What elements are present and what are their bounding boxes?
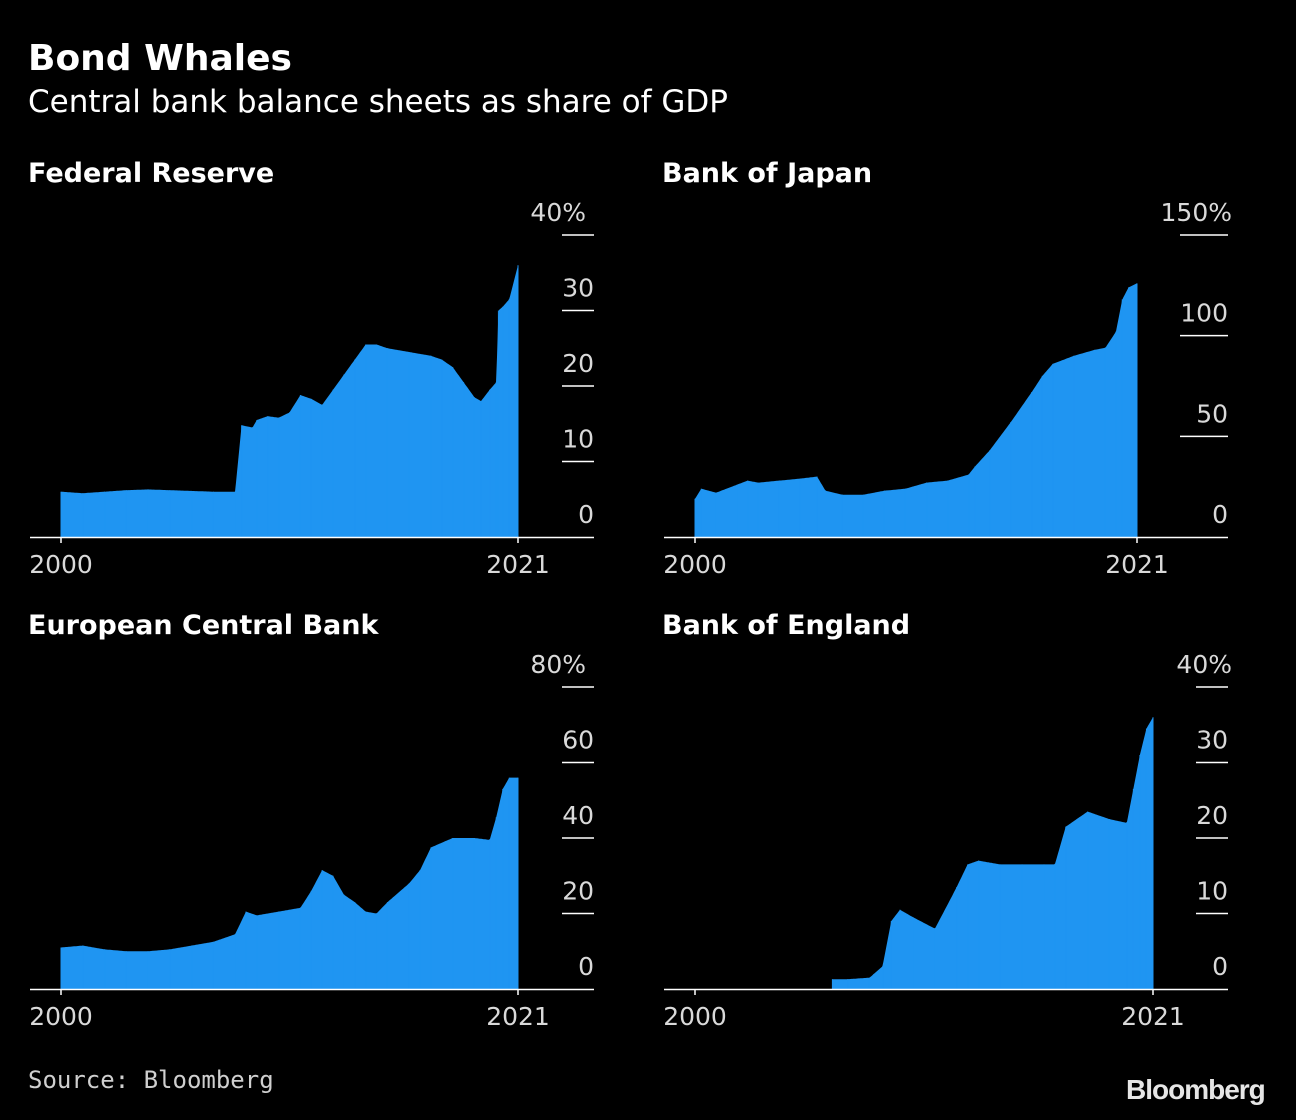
boj-y-tick-label-2: 50 [1196, 399, 1228, 428]
boe-y-tick-label-4: 0 [1212, 952, 1228, 981]
panel-title-boj: Bank of Japan [662, 158, 873, 189]
fed-y-tick-label-1: 30 [562, 274, 594, 303]
panel-title-fed: Federal Reserve [28, 158, 275, 189]
fed-area-series [61, 265, 518, 537]
panel-title-boe: Bank of England [662, 610, 911, 641]
ecb-y-tick-label-4: 0 [578, 952, 594, 981]
boe-y-tick-label-3: 10 [1196, 877, 1228, 906]
boj-x-tick-label-0: 2000 [663, 550, 727, 579]
ecb-y-tick-label-2: 40 [562, 801, 594, 830]
boj-y-tick-label-0: 150% [1161, 198, 1232, 227]
fed-y-tick-label-0: 40% [530, 198, 586, 227]
boe-y-tick-label-2: 20 [1196, 801, 1228, 830]
panel-title-ecb: European Central Bank [28, 610, 379, 641]
source-note: Source: Bloomberg [28, 1066, 274, 1094]
fed-x-tick-label-0: 2000 [29, 550, 93, 579]
chart-title: Bond Whales [28, 38, 292, 79]
fed-y-tick-label-3: 10 [562, 425, 594, 454]
boj-y-tick-label-3: 0 [1212, 500, 1228, 529]
boj-x-tick-label-1: 2021 [1105, 550, 1169, 579]
boe-area-series [832, 717, 1153, 989]
boe-x-tick-label-1: 2021 [1121, 1002, 1185, 1031]
ecb-y-tick-label-0: 80% [530, 650, 586, 679]
boe-x-tick-label-0: 2000 [663, 1002, 727, 1031]
ecb-y-tick-label-3: 20 [562, 877, 594, 906]
fed-y-tick-label-2: 20 [562, 349, 594, 378]
bloomberg-logo: Bloomberg [1126, 1074, 1266, 1105]
boj-y-tick-label-1: 100 [1180, 299, 1228, 328]
fed-y-tick-label-4: 0 [578, 500, 594, 529]
boj-area-series [695, 283, 1137, 537]
fed-x-tick-label-1: 2021 [486, 550, 550, 579]
boe-y-tick-label-1: 30 [1196, 726, 1228, 755]
ecb-y-tick-label-1: 60 [562, 726, 594, 755]
ecb-area-series [61, 777, 518, 989]
ecb-x-tick-label-0: 2000 [29, 1002, 93, 1031]
chart-subtitle: Central bank balance sheets as share of … [28, 84, 728, 120]
boe-y-tick-label-0: 40% [1176, 650, 1232, 679]
ecb-x-tick-label-1: 2021 [486, 1002, 550, 1031]
